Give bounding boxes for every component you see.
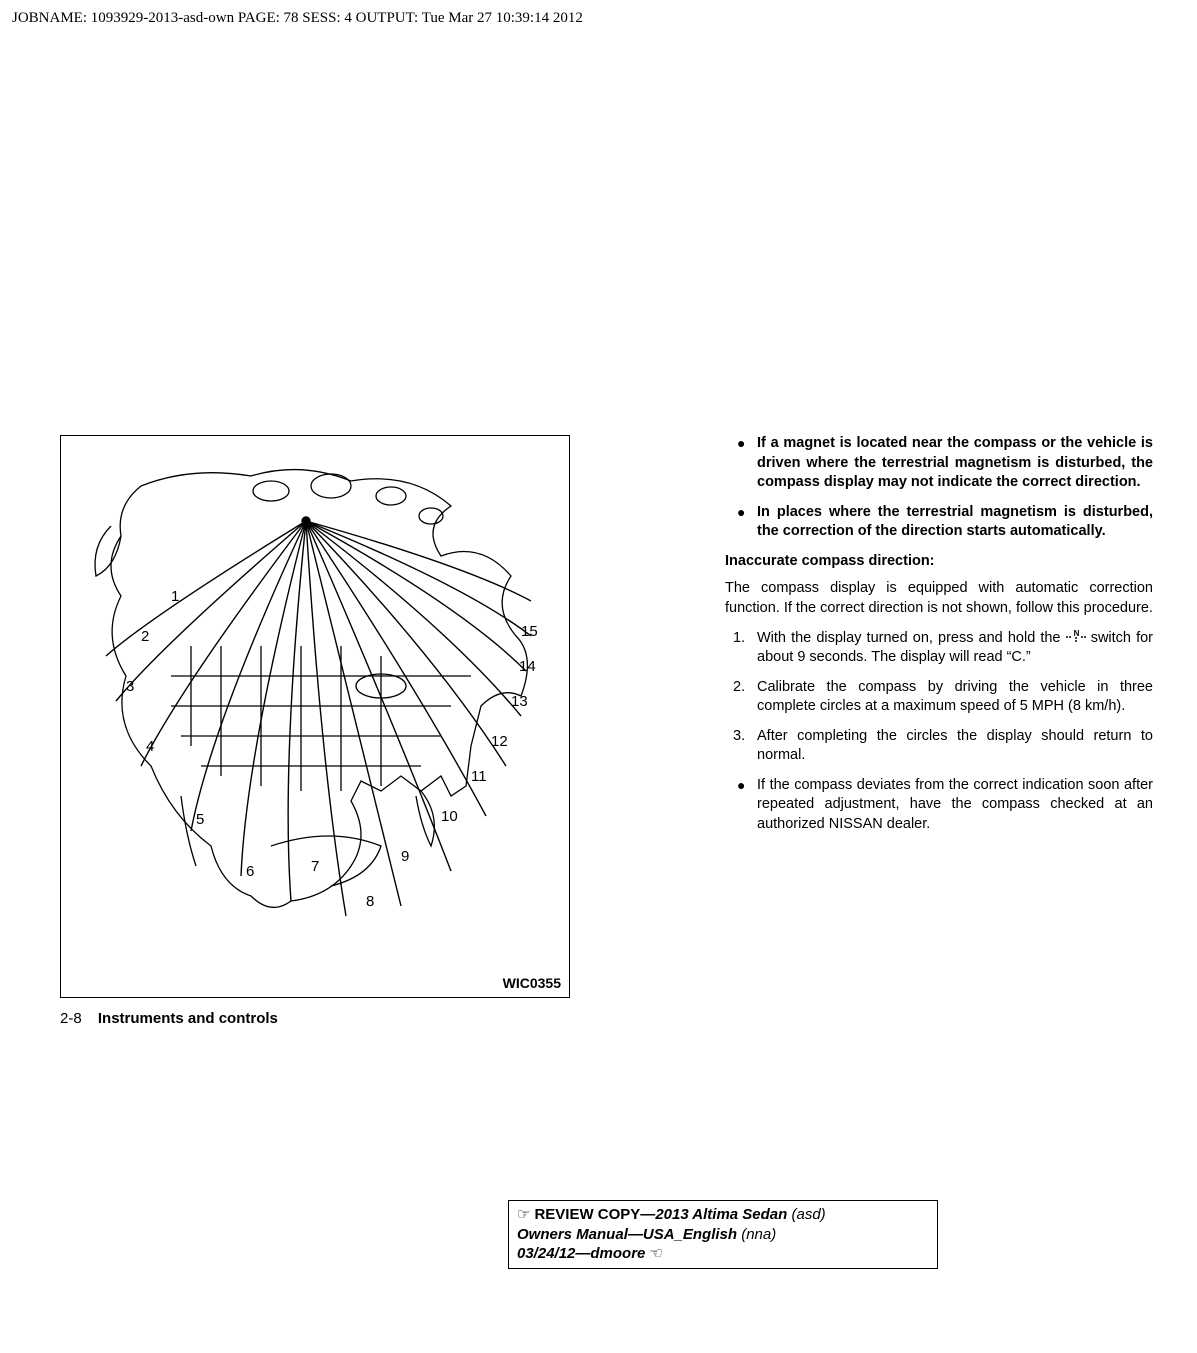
- review-line-2: Owners Manual—USA_English (nna): [517, 1225, 929, 1245]
- review-line-1: ☞REVIEW COPY—2013 Altima Sedan (asd): [517, 1205, 929, 1225]
- right-column: ● If a magnet is located near the compas…: [725, 434, 1153, 845]
- zone-13: 13: [511, 693, 528, 710]
- zone-3: 3: [126, 678, 134, 695]
- hand-left-icon: ☞: [517, 1205, 530, 1225]
- zone-4: 4: [146, 738, 154, 755]
- step-text: Calibrate the compass by driving the veh…: [757, 678, 1153, 717]
- auto-correction-para: The compass display is equipped with aut…: [725, 579, 1153, 618]
- job-header: JOBNAME: 1093929-2013-asd-own PAGE: 78 S…: [12, 10, 583, 27]
- zone-7: 7: [311, 858, 319, 875]
- review-code-asd: (asd): [787, 1206, 825, 1223]
- zone-14: 14: [519, 658, 536, 675]
- bullet-marker: ●: [725, 503, 757, 542]
- review-copy-label: REVIEW COPY—: [534, 1206, 655, 1223]
- zone-11: 11: [471, 768, 487, 785]
- step-3: 3. After completing the circles the disp…: [725, 727, 1153, 766]
- svg-text:N: N: [1073, 630, 1079, 638]
- step-text: With the display turned on, press and ho…: [757, 629, 1153, 668]
- review-manual-title: Owners Manual—USA_English: [517, 1226, 737, 1243]
- page-footer: 2-8 Instruments and controls: [60, 1010, 278, 1027]
- bullet-text: If a magnet is located near the compass …: [757, 434, 1153, 493]
- step-number: 2.: [725, 678, 757, 717]
- bullet-auto-correct: ● In places where the terrestrial magnet…: [725, 503, 1153, 542]
- zone-10: 10: [441, 808, 458, 825]
- north-america-zone-map: 1 2 3 4 5 6 7 8 9 10 11 12 13 14 15: [71, 446, 561, 976]
- review-code-nna: (nna): [737, 1226, 776, 1243]
- zone-1: 1: [171, 588, 179, 605]
- figure-label: WIC0355: [503, 975, 561, 991]
- zone-9: 9: [401, 848, 409, 865]
- bullet-text: In places where the terrestrial magnetis…: [757, 503, 1153, 542]
- bullet-magnet-warning: ● If a magnet is located near the compas…: [725, 434, 1153, 493]
- zone-8: 8: [366, 893, 374, 910]
- review-date-author: 03/24/12—dmoore: [517, 1245, 645, 1262]
- step-1: 1. With the display turned on, press and…: [725, 629, 1153, 668]
- zone-2: 2: [141, 628, 149, 645]
- page-number: 2-8: [60, 1010, 82, 1027]
- zone-map-figure: 1 2 3 4 5 6 7 8 9 10 11 12 13 14 15 WIC0…: [60, 435, 570, 998]
- zone-6: 6: [246, 863, 254, 880]
- review-copy-box: ☞REVIEW COPY—2013 Altima Sedan (asd) Own…: [508, 1200, 938, 1269]
- zone-12: 12: [491, 733, 508, 750]
- bullet-marker: ●: [725, 434, 757, 493]
- inaccurate-heading: Inaccurate compass direction:: [725, 552, 1153, 572]
- bullet-marker: ●: [725, 776, 757, 835]
- step-number: 1.: [725, 629, 757, 668]
- zone-5: 5: [196, 811, 204, 828]
- review-line-3: 03/24/12—dmoore☜: [517, 1244, 929, 1264]
- section-title: Instruments and controls: [98, 1010, 278, 1027]
- review-vehicle: 2013 Altima Sedan: [655, 1206, 787, 1223]
- bullet-dealer: ● If the compass deviates from the corre…: [725, 776, 1153, 835]
- compass-n-icon: N: [1066, 630, 1086, 644]
- step-number: 3.: [725, 727, 757, 766]
- hand-right-icon: ☜: [649, 1244, 662, 1264]
- step-2: 2. Calibrate the compass by driving the …: [725, 678, 1153, 717]
- zone-15: 15: [521, 623, 538, 640]
- step-text: After completing the circles the display…: [757, 727, 1153, 766]
- bullet-text: If the compass deviates from the correct…: [757, 776, 1153, 835]
- step1-text-a: With the display turned on, press and ho…: [757, 630, 1066, 646]
